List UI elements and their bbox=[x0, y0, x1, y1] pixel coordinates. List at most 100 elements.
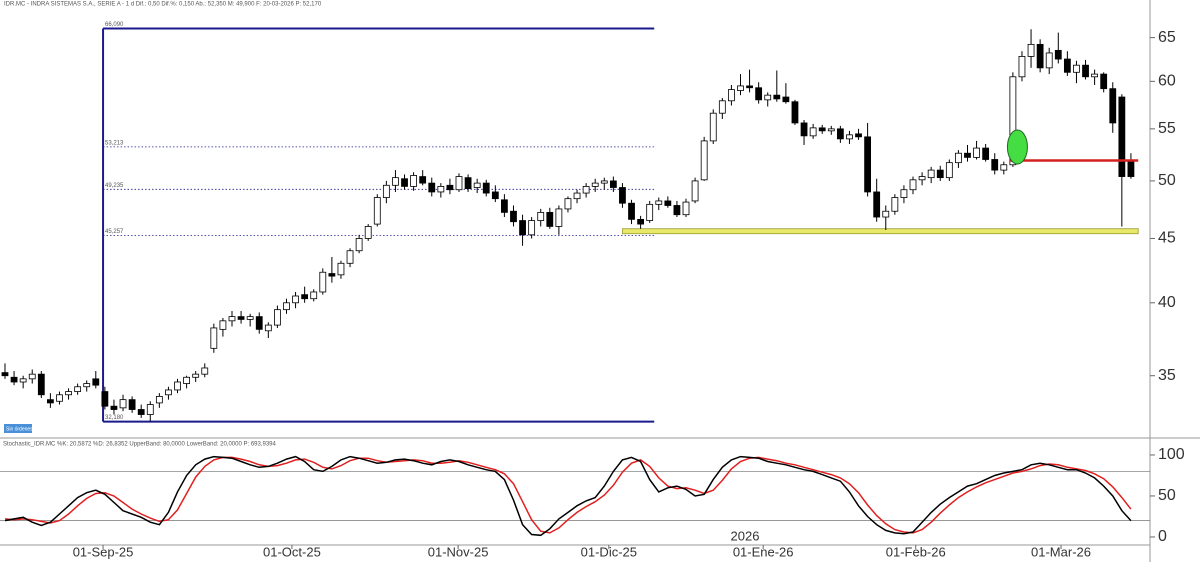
candle-body bbox=[274, 309, 281, 326]
candle-body bbox=[1045, 52, 1053, 69]
candle-body bbox=[491, 191, 499, 200]
candle-body bbox=[873, 191, 881, 218]
candle-body bbox=[146, 404, 154, 415]
candle-body bbox=[392, 177, 399, 186]
candle-body bbox=[1000, 164, 1008, 171]
candle-body bbox=[382, 184, 390, 198]
candle-body bbox=[1018, 56, 1026, 78]
candle-body bbox=[709, 112, 717, 142]
candle-body bbox=[882, 210, 890, 218]
candle-body bbox=[891, 197, 899, 212]
candle-body bbox=[192, 373, 200, 378]
candle-body bbox=[737, 85, 744, 91]
candle-body bbox=[691, 180, 699, 202]
candle-body bbox=[464, 177, 472, 190]
candle-body bbox=[101, 391, 109, 407]
candle-body bbox=[83, 383, 91, 388]
candle-body bbox=[537, 211, 545, 221]
candle-body bbox=[1063, 58, 1071, 73]
candle-body bbox=[56, 394, 63, 402]
candle-body bbox=[1109, 88, 1117, 124]
candle-body bbox=[718, 100, 726, 114]
y-tick-label: 35 bbox=[1158, 367, 1176, 384]
orders-button[interactable] bbox=[4, 424, 32, 433]
x-tick-label: 01-Oct-25 bbox=[263, 544, 321, 559]
candle-body bbox=[228, 316, 236, 322]
candle-body bbox=[10, 376, 18, 383]
candle-body bbox=[19, 378, 27, 383]
candle-body bbox=[1054, 49, 1062, 60]
candle-body bbox=[501, 199, 508, 213]
candle-body bbox=[782, 96, 790, 103]
candle-body bbox=[437, 186, 445, 193]
candle-body bbox=[664, 200, 672, 206]
candle-body bbox=[818, 127, 826, 132]
candle-body bbox=[1027, 43, 1035, 57]
x-tick-label: 01-Dic-25 bbox=[581, 544, 637, 559]
candle-body bbox=[210, 327, 218, 349]
candle-body bbox=[1009, 76, 1017, 166]
candle-body bbox=[301, 294, 309, 300]
candle-body bbox=[546, 211, 554, 227]
candle-body bbox=[673, 205, 681, 216]
candle-body bbox=[401, 178, 408, 187]
candle-body bbox=[482, 182, 490, 194]
candle-body bbox=[973, 147, 980, 158]
candle-body bbox=[183, 376, 190, 384]
y-tick-label: 55 bbox=[1158, 120, 1176, 137]
indicator-y-tick-label: 50 bbox=[1158, 487, 1176, 504]
candle-body bbox=[1082, 64, 1089, 78]
candle-body bbox=[128, 399, 136, 410]
x-tick-label: 01-Nov-25 bbox=[428, 544, 489, 559]
candle-body bbox=[355, 238, 363, 252]
candle-body bbox=[728, 89, 735, 102]
fib-level-label: 49,235 bbox=[105, 183, 124, 189]
candle-body bbox=[755, 87, 763, 101]
year-label: 2026 bbox=[731, 528, 760, 543]
candle-body bbox=[255, 316, 263, 330]
candle-body bbox=[346, 250, 354, 264]
candle-body bbox=[455, 176, 463, 191]
candle-body bbox=[846, 134, 853, 140]
candle-body bbox=[827, 128, 835, 132]
candle-body bbox=[165, 389, 172, 396]
candle-body bbox=[591, 182, 599, 187]
candle-body bbox=[337, 262, 345, 276]
candle-body bbox=[246, 316, 254, 320]
orders-button-label[interactable]: Sin órdenes bbox=[6, 426, 33, 432]
candle-body bbox=[155, 395, 163, 404]
indicator-y-tick-label: 0 bbox=[1158, 528, 1167, 545]
candle-body bbox=[555, 208, 563, 227]
candle-body bbox=[864, 136, 872, 193]
candle-body bbox=[809, 127, 817, 137]
candle-body bbox=[174, 381, 181, 391]
candle-body bbox=[237, 316, 245, 320]
candle-body bbox=[428, 182, 436, 193]
indicator-y-tick-label: 100 bbox=[1158, 446, 1185, 463]
x-tick-label: 01-Feb-26 bbox=[886, 544, 946, 559]
candle-body bbox=[292, 295, 299, 304]
candle-body bbox=[609, 180, 617, 188]
y-tick-label: 65 bbox=[1158, 29, 1176, 46]
candle-body bbox=[600, 180, 608, 184]
candle-body bbox=[927, 169, 935, 179]
y-tick-label: 45 bbox=[1158, 230, 1176, 247]
candle-body bbox=[800, 122, 808, 137]
candle-body bbox=[1100, 73, 1108, 90]
candle-body bbox=[918, 176, 926, 181]
chart-title: IDR.MC - INDRA SISTEMAS S.A., SERIE A - … bbox=[4, 2, 322, 8]
indicator-line bbox=[4, 456, 1132, 534]
x-tick-label: 01-Mar-26 bbox=[1031, 544, 1091, 559]
candle-body bbox=[855, 133, 862, 138]
fib-level-label: 53,213 bbox=[105, 140, 124, 146]
candle-body bbox=[119, 399, 127, 409]
candle-body bbox=[446, 184, 454, 191]
candle-body bbox=[1127, 161, 1135, 177]
candle-body bbox=[1091, 73, 1099, 78]
marker bbox=[1006, 129, 1028, 165]
candle-body bbox=[1118, 96, 1126, 177]
x-tick-label: 01-Sep-25 bbox=[73, 544, 134, 559]
candle-body bbox=[473, 182, 481, 188]
candle-body bbox=[319, 271, 327, 293]
